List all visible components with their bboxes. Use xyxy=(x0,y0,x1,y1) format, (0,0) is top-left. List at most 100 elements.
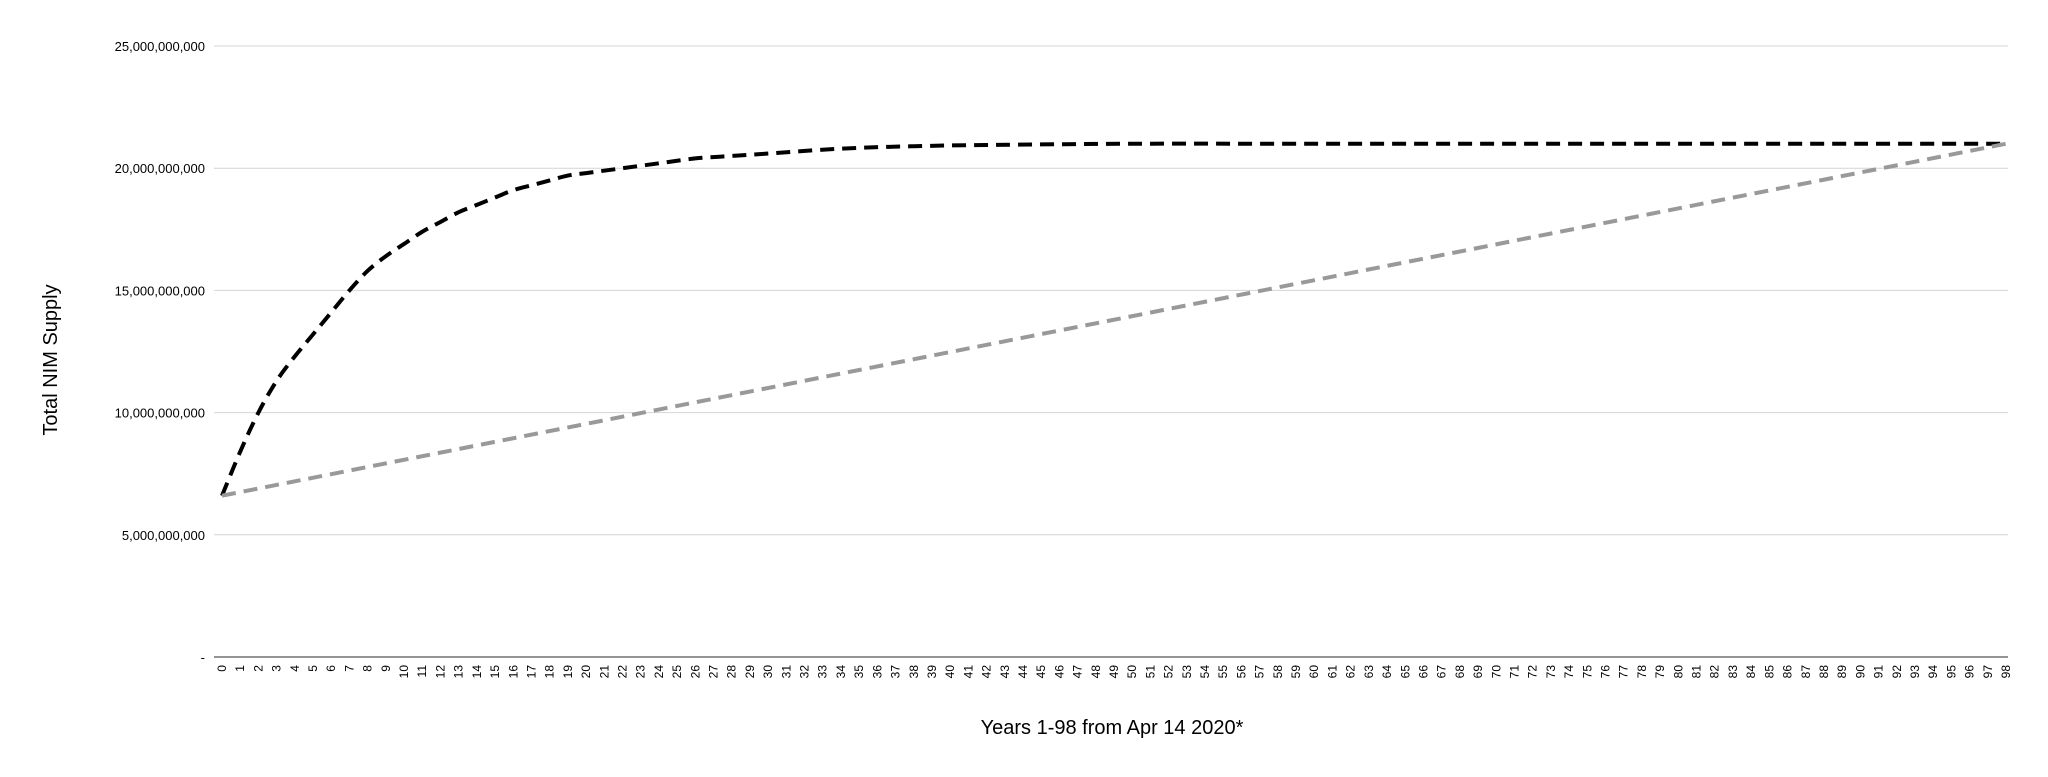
x-tick-label: 24 xyxy=(652,665,666,679)
y-tick-label: - xyxy=(201,650,205,665)
x-tick-label: 51 xyxy=(1143,665,1157,679)
x-tick-label: 77 xyxy=(1617,665,1631,679)
x-tick-label: 93 xyxy=(1908,665,1922,679)
x-tick-label: 46 xyxy=(1052,665,1066,679)
x-tick-label: 74 xyxy=(1562,665,1576,679)
x-tick-label: 75 xyxy=(1580,665,1594,679)
x-tick-label: 52 xyxy=(1162,665,1176,679)
x-tick-label: 71 xyxy=(1507,665,1521,679)
x-tick-label: 79 xyxy=(1653,665,1667,679)
x-tick-label: 54 xyxy=(1198,665,1212,679)
x-tick-label: 12 xyxy=(433,665,447,679)
x-tick-label: 42 xyxy=(980,665,994,679)
x-tick-label: 56 xyxy=(1234,665,1248,679)
x-tick-label: 80 xyxy=(1671,665,1685,679)
y-axis-title: Total NIM Supply xyxy=(40,284,62,435)
x-tick-label: 50 xyxy=(1125,665,1139,679)
x-tick-label: 94 xyxy=(1926,665,1940,679)
x-tick-label: 8 xyxy=(361,665,375,672)
series-line-curve xyxy=(220,141,2006,497)
x-tick-label: 66 xyxy=(1416,665,1430,679)
x-tick-label: 7 xyxy=(342,665,356,672)
x-tick-label: 88 xyxy=(1817,665,1831,679)
x-tick-label: 82 xyxy=(1708,665,1722,679)
x-tick-label: 62 xyxy=(1344,665,1358,679)
series-line-linear xyxy=(221,141,2007,498)
x-tick-label: 58 xyxy=(1271,665,1285,679)
x-tick-label: 1 xyxy=(233,665,247,672)
x-tick-label: 37 xyxy=(889,665,903,679)
x-tick-label: 0 xyxy=(215,665,229,672)
x-tick-label: 64 xyxy=(1380,665,1394,679)
x-tick-label: 68 xyxy=(1453,665,1467,679)
x-tick-label: 6 xyxy=(324,665,338,672)
x-tick-label: 3 xyxy=(270,665,284,672)
x-tick-label: 89 xyxy=(1835,665,1849,679)
x-tick-label: 29 xyxy=(743,665,757,679)
y-tick-label: 5,000,000,000 xyxy=(122,528,205,543)
x-tick-label: 13 xyxy=(452,665,466,679)
x-tick-label: 17 xyxy=(524,665,538,679)
x-tick-label: 2 xyxy=(251,665,265,672)
x-tick-label: 59 xyxy=(1289,665,1303,679)
x-tick-label: 53 xyxy=(1180,665,1194,679)
x-tick-label: 73 xyxy=(1544,665,1558,679)
x-tick-label: 41 xyxy=(961,665,975,679)
x-tick-label: 4 xyxy=(288,665,302,672)
x-tick-label: 61 xyxy=(1325,665,1339,679)
y-tick-label: 10,000,000,000 xyxy=(115,406,205,421)
x-tick-label: 87 xyxy=(1799,665,1813,679)
x-tick-label: 23 xyxy=(634,665,648,679)
x-tick-label: 97 xyxy=(1981,665,1995,679)
x-tick-label: 34 xyxy=(834,665,848,679)
x-tick-label: 76 xyxy=(1599,665,1613,679)
x-axis-title: Years 1-98 from Apr 14 2020* xyxy=(981,717,1244,739)
x-tick-label: 55 xyxy=(1216,665,1230,679)
x-tick-label: 9 xyxy=(379,665,393,672)
x-tick-label: 21 xyxy=(597,665,611,679)
x-tick-label: 86 xyxy=(1781,665,1795,679)
x-tick-label: 18 xyxy=(543,665,557,679)
y-tick-labels: - 5,000,000,000 10,000,000,000 15,000,000,0… xyxy=(115,39,205,665)
x-tick-label: 10 xyxy=(397,665,411,679)
x-tick-label: 81 xyxy=(1690,665,1704,679)
y-tick-label: 20,000,000,000 xyxy=(115,161,205,176)
x-tick-label: 14 xyxy=(470,665,484,679)
x-tick-label: 83 xyxy=(1726,665,1740,679)
x-tick-label: 69 xyxy=(1471,665,1485,679)
x-tick-label: 27 xyxy=(707,665,721,679)
x-tick-label: 20 xyxy=(579,665,593,679)
x-tick-label: 67 xyxy=(1435,665,1449,679)
x-tick-label: 40 xyxy=(943,665,957,679)
x-tick-label: 91 xyxy=(1872,665,1886,679)
x-tick-label: 85 xyxy=(1762,665,1776,679)
x-tick-label: 78 xyxy=(1635,665,1649,679)
x-tick-labels: 0 1 2 3 4 5 6 7 8 9 10 11 12 13 14 15 16 17 18 19 20 21 22 23 24… xyxy=(215,665,2013,679)
x-tick-label: 98 xyxy=(1999,665,2013,679)
x-tick-label: 90 xyxy=(1853,665,1867,679)
x-tick-label: 39 xyxy=(925,665,939,679)
x-tick-label: 28 xyxy=(725,665,739,679)
x-tick-label: 60 xyxy=(1307,665,1321,679)
x-tick-label: 43 xyxy=(998,665,1012,679)
x-tick-label: 15 xyxy=(488,665,502,679)
gridlines xyxy=(214,45,2008,536)
x-tick-label: 47 xyxy=(1071,665,1085,679)
x-tick-label: 35 xyxy=(852,665,866,679)
x-tick-label: 31 xyxy=(779,665,793,679)
y-tick-label: 25,000,000,000 xyxy=(115,39,205,54)
x-tick-label: 92 xyxy=(1890,665,1904,679)
x-tick-label: 63 xyxy=(1362,665,1376,679)
x-tick-label: 49 xyxy=(1107,665,1121,679)
x-tick-label: 95 xyxy=(1944,665,1958,679)
x-tick-label: 26 xyxy=(688,665,702,679)
x-tick-label: 45 xyxy=(1034,665,1048,679)
series-lines xyxy=(220,141,2007,498)
x-tick-label: 36 xyxy=(870,665,884,679)
x-tick-label: 44 xyxy=(1016,665,1030,679)
x-tick-label: 22 xyxy=(615,665,629,679)
x-tick-label: 5 xyxy=(306,665,320,672)
x-tick-label: 25 xyxy=(670,665,684,679)
x-tick-label: 32 xyxy=(798,665,812,679)
x-tick-label: 30 xyxy=(761,665,775,679)
